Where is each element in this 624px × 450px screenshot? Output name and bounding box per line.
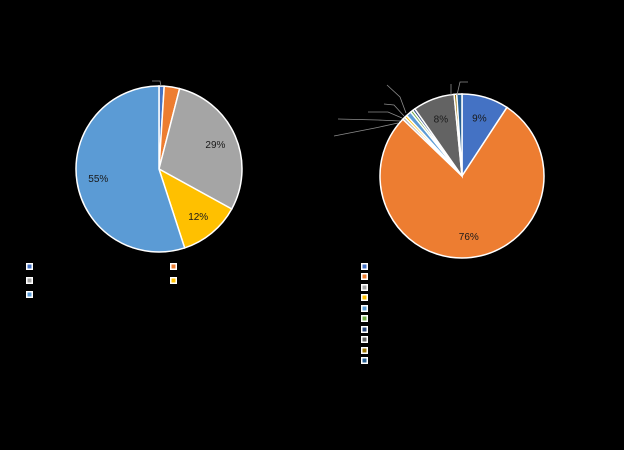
leader-line xyxy=(386,84,407,114)
pie-slice xyxy=(455,93,463,177)
legend-swatch xyxy=(171,278,176,283)
leader-line xyxy=(456,81,468,96)
leader-line xyxy=(383,103,405,117)
legend-swatch xyxy=(362,316,367,321)
pie-slice xyxy=(379,106,545,259)
leader-line xyxy=(152,80,162,87)
pie-chart-2: 9% 76% 8% xyxy=(333,81,545,259)
slice-data-label: 55% xyxy=(88,174,108,185)
pie-chart-1: 29% 12% 55% xyxy=(75,80,243,253)
legend-swatch xyxy=(362,306,367,311)
pie-slice xyxy=(157,167,233,249)
pie-slice xyxy=(158,87,243,211)
legend-swatch xyxy=(362,337,367,342)
legend-1 xyxy=(26,263,177,298)
legend-swatch xyxy=(27,278,32,283)
legend-swatch xyxy=(362,295,367,300)
legend-2 xyxy=(361,263,368,364)
slice-data-label: 76% xyxy=(459,232,479,243)
leader-line xyxy=(333,122,399,137)
legend-swatch xyxy=(362,348,367,353)
legend-swatch xyxy=(362,358,367,363)
legend-swatch xyxy=(362,264,367,269)
pie-slice xyxy=(75,85,186,253)
legend-swatch xyxy=(171,264,176,269)
legend-swatch xyxy=(27,264,32,269)
slice-data-label: 29% xyxy=(205,140,225,151)
legend-swatch xyxy=(27,292,32,297)
legend-swatch xyxy=(362,327,367,332)
slice-data-label: 8% xyxy=(434,115,449,126)
leader-line xyxy=(337,118,401,122)
slice-data-label: 9% xyxy=(472,113,487,124)
leader-line xyxy=(368,111,403,119)
legend-swatch xyxy=(362,274,367,279)
legend-swatch xyxy=(362,285,367,290)
slice-data-label: 12% xyxy=(188,212,208,223)
